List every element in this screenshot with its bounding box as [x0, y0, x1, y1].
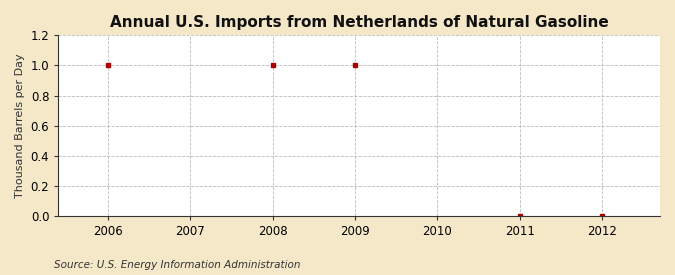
Text: Source: U.S. Energy Information Administration: Source: U.S. Energy Information Administ…: [54, 260, 300, 270]
Title: Annual U.S. Imports from Netherlands of Natural Gasoline: Annual U.S. Imports from Netherlands of …: [110, 15, 609, 30]
Y-axis label: Thousand Barrels per Day: Thousand Barrels per Day: [15, 53, 25, 198]
